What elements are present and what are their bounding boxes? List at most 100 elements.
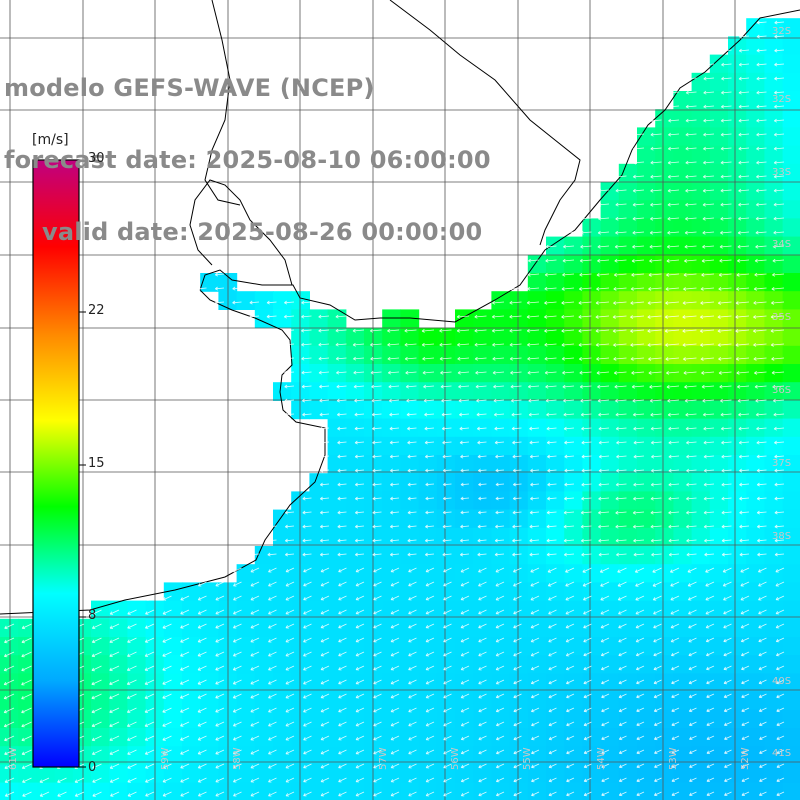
wind-cell: [582, 691, 602, 711]
wind-cell: [582, 782, 602, 800]
wind-cell: [309, 582, 329, 602]
wind-arrow: [373, 637, 382, 643]
wind-arrow: [127, 791, 137, 797]
wind-cell: [400, 364, 420, 383]
wind-arrow: [268, 721, 277, 727]
wind-arrow: [390, 595, 400, 601]
wind-cell: [0, 746, 19, 765]
wind-arrow: [495, 735, 505, 741]
wind-arrow: [720, 146, 732, 151]
wind-arrow: [756, 426, 767, 431]
wind-arrow: [531, 749, 540, 755]
wind-cell: [600, 364, 620, 383]
wind-cell: [564, 473, 583, 492]
wind-cell: [637, 218, 656, 238]
wind-cell: [163, 782, 183, 800]
wind-arrow: [633, 454, 645, 459]
wind-arrow: [407, 538, 417, 543]
wind-cell: [764, 182, 784, 201]
wind-arrow: [408, 763, 417, 769]
wind-arrow: [544, 314, 557, 319]
wind-cell: [327, 546, 347, 565]
wind-cell: [345, 491, 365, 511]
wind-arrow: [652, 567, 662, 573]
wind-arrow: [460, 510, 470, 515]
wind-arrow: [548, 791, 557, 797]
wind-arrow: [460, 651, 470, 657]
wind-arrow: [774, 538, 785, 543]
wind-cell: [382, 509, 401, 529]
wind-arrow: [703, 468, 715, 473]
wind-arrow: [405, 384, 417, 389]
wind-arrow: [652, 581, 662, 587]
wind-cell: [728, 600, 747, 620]
wind-arrow: [495, 567, 505, 573]
wind-arrow: [633, 468, 645, 473]
wind-arrow: [689, 763, 697, 768]
wind-arrow: [759, 749, 767, 754]
wind-arrow: [492, 356, 505, 361]
wind-cell: [673, 509, 693, 529]
wind-arrow: [422, 356, 435, 361]
wind-cell: [436, 600, 456, 620]
wind-arrow: [721, 454, 732, 459]
wind-arrow: [774, 482, 785, 487]
wind-arrow: [495, 763, 505, 769]
wind-arrow: [583, 735, 592, 741]
wind-arrow: [684, 230, 697, 235]
lon-label: 58W: [232, 747, 243, 770]
wind-cell: [709, 546, 729, 565]
wind-arrow: [720, 216, 732, 221]
wind-arrow: [284, 384, 295, 389]
wind-cell: [546, 527, 565, 547]
wind-cell: [382, 564, 401, 583]
wind-cell: [455, 455, 474, 474]
wind-arrow: [389, 468, 400, 473]
wind-cell: [382, 728, 401, 747]
wind-cell: [382, 327, 401, 347]
wind-cell: [728, 236, 747, 256]
wind-cell: [200, 618, 219, 638]
wind-cell: [709, 728, 729, 747]
wind-arrow: [706, 693, 715, 699]
wind-cell: [709, 436, 729, 456]
wind-cell: [54, 764, 74, 784]
wind-arrow: [109, 749, 120, 755]
wind-arrow: [197, 665, 207, 671]
wind-cell: [400, 637, 420, 656]
wind-arrow: [338, 707, 347, 713]
wind-arrow: [338, 609, 347, 615]
wind-cell: [327, 509, 347, 529]
wind-cell: [673, 709, 693, 729]
wind-arrow: [477, 538, 487, 543]
wind-arrow: [421, 328, 435, 333]
wind-cell: [582, 637, 602, 656]
wind-arrow: [530, 609, 540, 615]
wind-cell: [655, 109, 674, 128]
wind-arrow: [686, 552, 697, 557]
wind-cell: [691, 254, 711, 274]
wind-arrow: [268, 651, 277, 657]
wind-arrow: [530, 651, 540, 657]
wind-arrow: [601, 791, 610, 797]
wind-arrow: [390, 763, 400, 769]
wind-cell: [618, 673, 638, 693]
wind-cell: [273, 527, 292, 547]
wind-cell: [582, 218, 602, 238]
wind-arrow: [739, 510, 750, 515]
wind-cell: [691, 400, 711, 420]
wind-arrow: [495, 468, 505, 473]
wind-cell: [509, 364, 529, 383]
wind-arrow: [583, 665, 592, 671]
wind-arrow: [724, 735, 732, 740]
wind-arrow: [703, 426, 715, 431]
wind-arrow: [3, 679, 15, 686]
wind-cell: [527, 382, 547, 401]
wind-arrow: [513, 581, 522, 587]
wind-arrow: [457, 356, 470, 361]
wind-cell: [764, 291, 784, 310]
wind-arrow: [353, 384, 365, 389]
wind-cell: [91, 764, 110, 784]
coastline: [0, 9, 800, 615]
wind-cell: [764, 364, 784, 383]
